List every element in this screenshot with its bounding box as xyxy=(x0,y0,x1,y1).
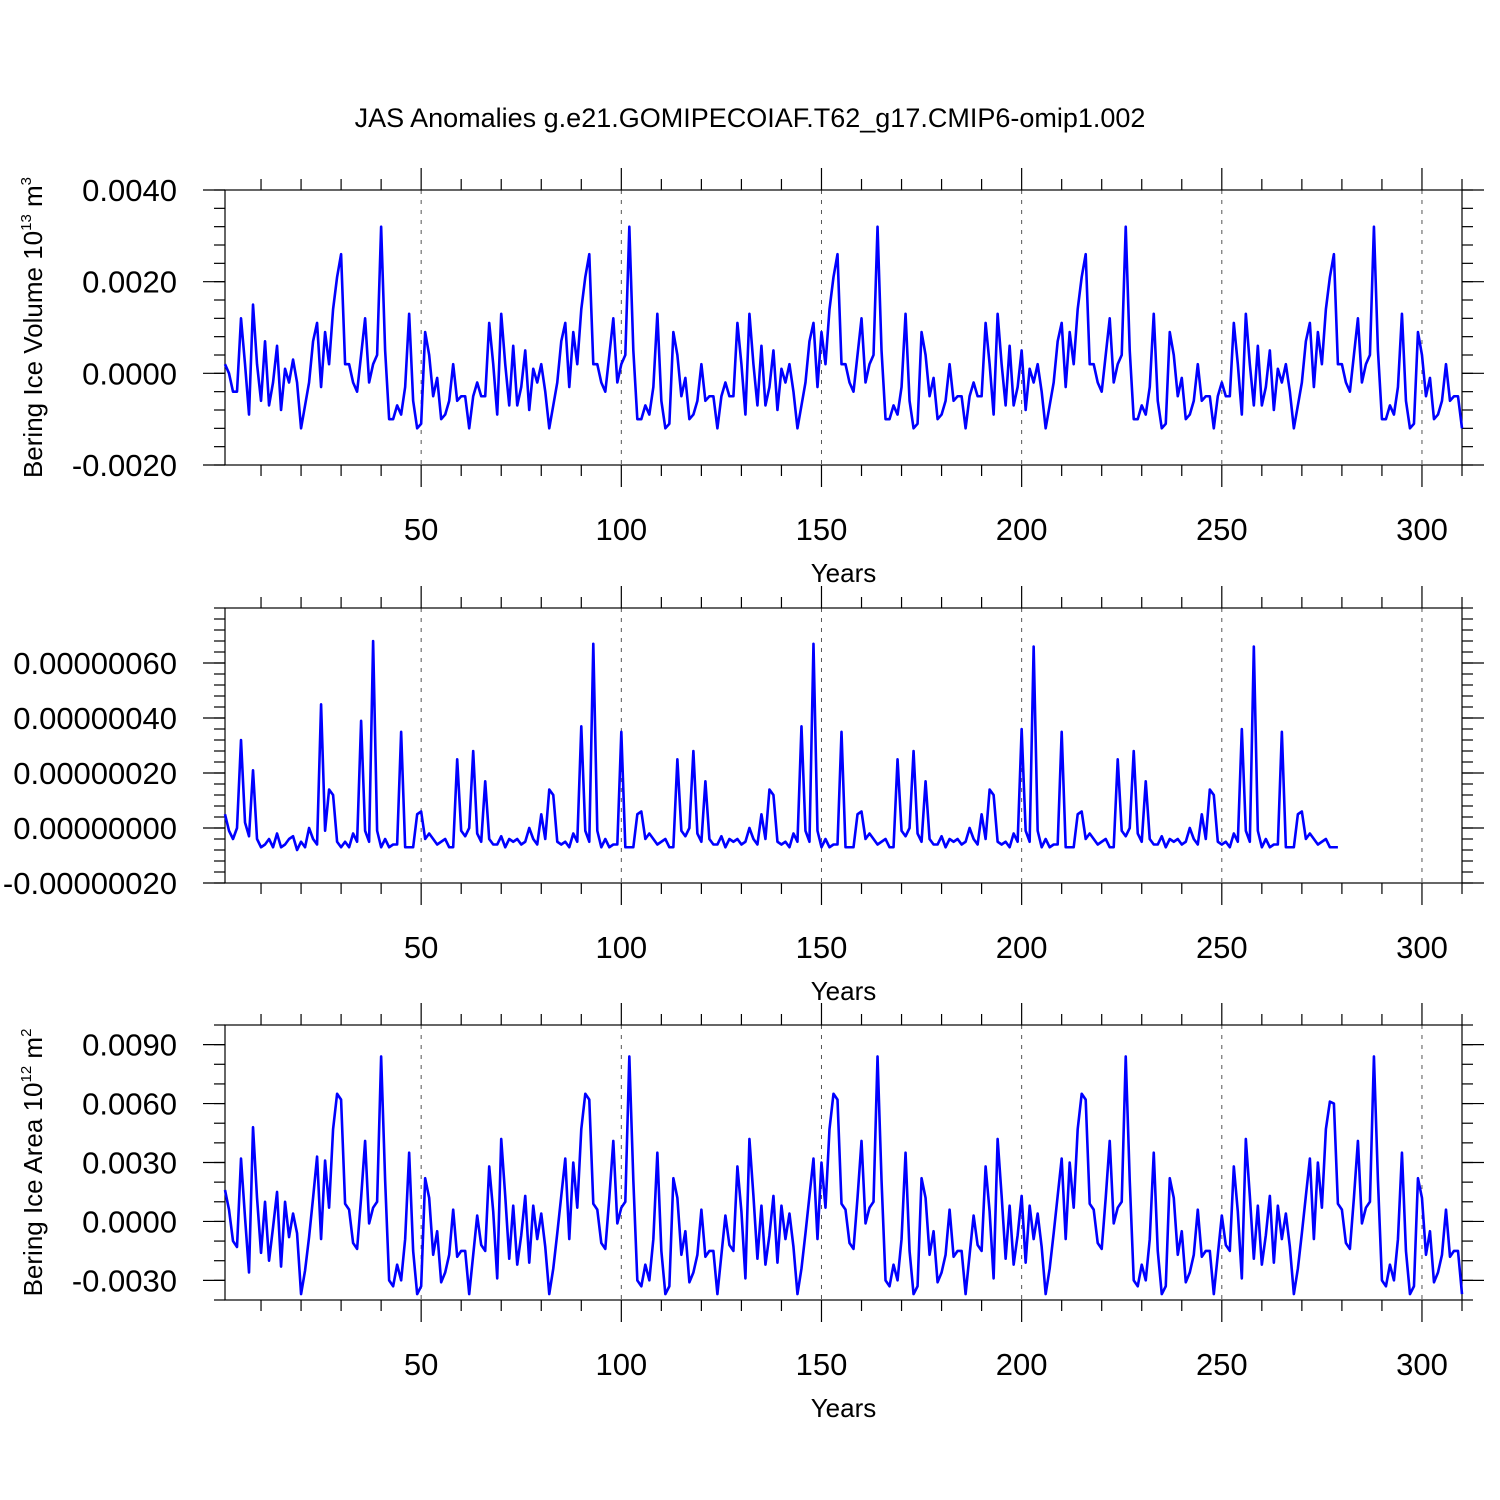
y-tick-label: 0.0060 xyxy=(82,1087,177,1122)
y-tick-label: 0.00000020 xyxy=(13,756,177,791)
x-tick-label: 200 xyxy=(996,512,1048,547)
y-axis-label-part: m xyxy=(18,185,48,214)
y-axis-label-superscript: 12 xyxy=(18,1066,35,1083)
y-tick-label: 0.0030 xyxy=(82,1146,177,1181)
y-axis-label-superscript: 2 xyxy=(18,1029,35,1037)
x-tick-label: 100 xyxy=(595,930,647,965)
x-tick-label: 200 xyxy=(996,1347,1048,1382)
figure-title: JAS Anomalies g.e21.GOMIPECOIAF.T62_g17.… xyxy=(355,103,1146,133)
y-axis-label-superscript: 3 xyxy=(18,177,35,185)
x-tick-label: 50 xyxy=(404,930,438,965)
y-tick-label: -0.00000020 xyxy=(3,866,177,901)
x-axis-label: Years xyxy=(811,558,877,588)
x-tick-label: 100 xyxy=(595,512,647,547)
x-tick-label: 50 xyxy=(404,1347,438,1382)
y-tick-label: -0.0030 xyxy=(72,1263,177,1298)
series-line xyxy=(223,225,1464,430)
y-axis-label-part: Bering Ice Area 10 xyxy=(18,1083,48,1297)
chart-panel-3: 50 100 150 200 250 300 Years -0.0030 0.0000 0.003… xyxy=(18,1003,1484,1423)
plot-frame xyxy=(224,607,1463,884)
y-tick-label: 0.0020 xyxy=(82,265,177,300)
y-axis-label-part: m xyxy=(18,1037,48,1066)
y-axis-label: Bering Ice Area 1012 m2 xyxy=(18,1029,48,1297)
x-tick-label: 150 xyxy=(796,1347,848,1382)
series-line xyxy=(223,639,1338,852)
y-tick-label: 0.00000000 xyxy=(13,811,177,846)
x-tick-label: 250 xyxy=(1196,930,1248,965)
plot-frame xyxy=(224,189,1463,466)
y-axis-label: Bering Ice Volume 1013 m3 xyxy=(18,177,48,478)
x-tick-label: 300 xyxy=(1396,1347,1448,1382)
x-tick-label: 300 xyxy=(1396,512,1448,547)
x-tick-label: 150 xyxy=(796,930,848,965)
x-axis-label: Years xyxy=(811,1393,877,1423)
chart-panel-1: 50 100 150 200 250 300 Years -0.0020 0.0000 0.002… xyxy=(18,168,1484,588)
y-axis-label-superscript: 13 xyxy=(18,214,35,231)
x-tick-label: 200 xyxy=(996,930,1048,965)
x-tick-label: 100 xyxy=(595,1347,647,1382)
x-axis-label: Years xyxy=(811,976,877,1006)
y-tick-label: 0.0090 xyxy=(82,1028,177,1063)
x-tick-label: 250 xyxy=(1196,1347,1248,1382)
x-tick-label: 50 xyxy=(404,512,438,547)
y-tick-label: 0.0000 xyxy=(82,1204,177,1239)
series-line xyxy=(223,1055,1464,1296)
y-tick-label: 0.00000060 xyxy=(13,646,177,681)
x-tick-label: 250 xyxy=(1196,512,1248,547)
x-tick-label: 150 xyxy=(796,512,848,547)
y-tick-label: -0.0020 xyxy=(72,448,177,483)
x-tick-label: 300 xyxy=(1396,930,1448,965)
chart-panel-2: 50 100 150 200 250 300 Years -0.00000020 0.00000… xyxy=(3,586,1484,1006)
y-axis-label-part: Bering Ice Volume 10 xyxy=(18,231,48,478)
y-tick-label: 0.00000040 xyxy=(13,701,177,736)
y-tick-label: 0.0040 xyxy=(82,173,177,208)
y-tick-label: 0.0000 xyxy=(82,356,177,391)
